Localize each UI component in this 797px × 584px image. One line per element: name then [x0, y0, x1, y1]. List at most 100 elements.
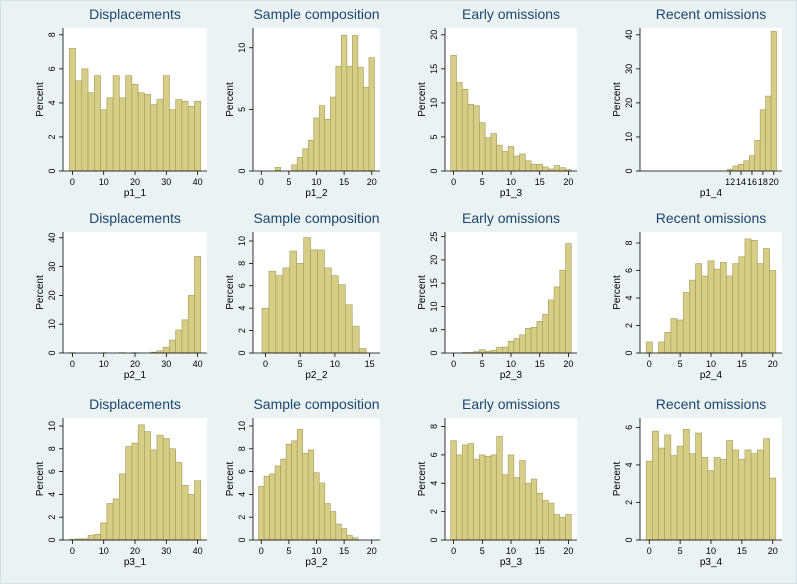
bar [652, 430, 659, 541]
bar [467, 103, 474, 172]
x-tick-label: 0 [259, 177, 264, 187]
bar [345, 304, 353, 354]
panel-title: Sample composition [253, 6, 379, 22]
y-tick-label: 20 [624, 98, 634, 108]
bar [324, 118, 331, 172]
x-tick-label: 12 [725, 177, 735, 187]
y-tick-label: 8 [237, 261, 247, 266]
y-tick-label: 0 [237, 537, 247, 542]
bar [268, 270, 277, 354]
y-tick-label: 0 [47, 350, 57, 355]
x-tick-label: 10 [99, 359, 109, 369]
x-axis-label: p3_3 [500, 557, 523, 568]
bar [175, 462, 183, 541]
bar [106, 503, 114, 541]
bar [670, 318, 678, 354]
y-tick-label: 0 [47, 537, 57, 542]
y-tick-label: 0 [47, 168, 57, 173]
y-axis-label: Percent [35, 275, 46, 310]
bar [496, 347, 503, 354]
bar [732, 449, 740, 541]
bar [682, 292, 690, 354]
bar [502, 474, 509, 541]
bar [331, 275, 339, 354]
x-tick-label: 20 [768, 359, 778, 369]
y-tick-label: 4 [624, 295, 634, 300]
x-tick-label: 0 [647, 359, 652, 369]
bar [565, 514, 572, 541]
bar [144, 431, 151, 541]
y-tick-label: 20 [47, 290, 57, 300]
bar [507, 341, 515, 354]
bar [363, 86, 370, 172]
bar [765, 95, 772, 172]
bar [94, 533, 101, 541]
y-tick-label: 10 [237, 236, 247, 246]
bar [719, 261, 727, 354]
bar [645, 341, 653, 354]
bar [695, 263, 703, 354]
x-axis-label: p1_3 [500, 188, 523, 199]
bar [175, 329, 183, 354]
y-tick-label: 4 [237, 492, 247, 497]
y-tick-label: 0 [624, 168, 634, 173]
x-tick-label: 30 [161, 177, 171, 187]
y-tick-label: 4 [47, 100, 57, 105]
y-tick-label: 0 [624, 350, 634, 355]
y-tick-label: 2 [237, 328, 247, 333]
bar [450, 54, 457, 172]
bar [744, 449, 752, 541]
x-tick-label: 20 [130, 359, 140, 369]
y-tick-label: 2 [624, 500, 634, 505]
bar [162, 438, 170, 541]
x-tick-label: 15 [737, 359, 747, 369]
y-tick-label: 10 [429, 98, 439, 108]
x-tick-label: 20 [563, 546, 573, 556]
bar [757, 449, 764, 541]
bar [368, 57, 375, 172]
bar [450, 440, 457, 541]
bar [750, 239, 758, 354]
bar [302, 453, 309, 541]
bar [473, 458, 480, 541]
y-tick-label: 8 [47, 32, 57, 37]
x-tick-label: 20 [563, 177, 573, 187]
x-axis-label: p1_4 [700, 188, 723, 199]
bar [536, 492, 543, 541]
y-axis-label: Percent [35, 462, 46, 497]
bar [137, 424, 145, 541]
x-tick-label: 15 [339, 177, 349, 187]
bar [467, 443, 474, 541]
bar [530, 327, 538, 354]
bar [169, 109, 176, 172]
x-tick-label: 30 [161, 546, 171, 556]
bar [763, 248, 770, 354]
y-tick-label: 0 [429, 350, 439, 355]
y-tick-label: 2 [47, 515, 57, 520]
bar [713, 268, 721, 354]
bar [351, 325, 360, 354]
bar [559, 269, 566, 354]
y-tick-label: 20 [429, 30, 439, 40]
bar [169, 339, 176, 354]
bar [490, 349, 497, 354]
y-tick-label: 10 [47, 319, 57, 329]
bar [695, 432, 703, 541]
x-tick-label: 0 [70, 177, 75, 187]
y-tick-label: 40 [47, 233, 57, 243]
bar [94, 75, 101, 172]
bar [719, 458, 727, 541]
y-tick-label: 0 [237, 168, 247, 173]
x-tick-label: 0 [70, 546, 75, 556]
bar [313, 472, 320, 541]
x-axis-label: p1_1 [124, 188, 147, 199]
x-tick-label: 0 [70, 359, 75, 369]
bar [87, 92, 95, 172]
bar [707, 260, 715, 354]
x-axis-label: p3_2 [305, 557, 328, 568]
x-tick-label: 15 [365, 359, 375, 369]
y-tick-label: 6 [237, 283, 247, 288]
x-tick-label: 5 [286, 177, 291, 187]
bar [125, 446, 133, 541]
x-axis-label: p3_4 [700, 557, 723, 568]
